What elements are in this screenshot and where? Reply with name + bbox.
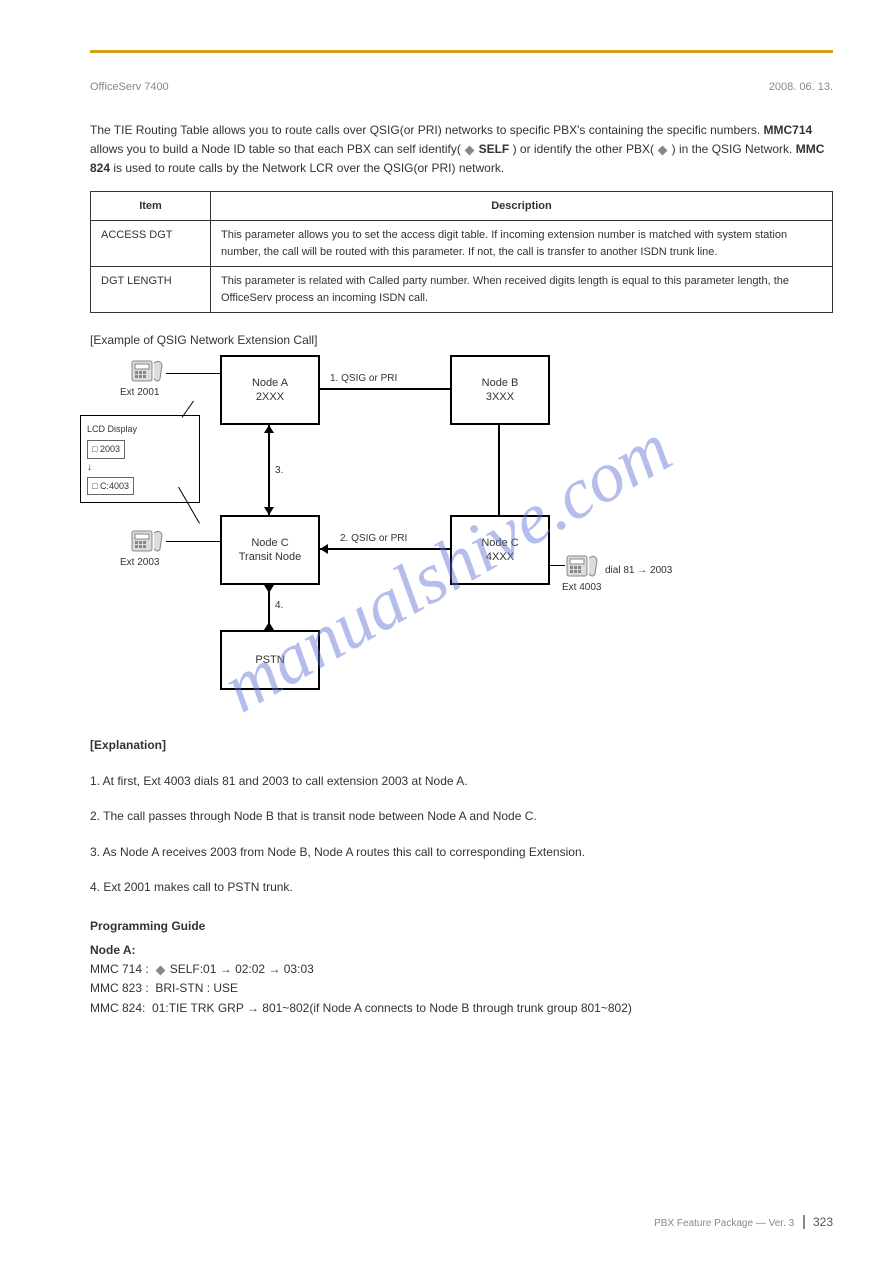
intro-text-1: The TIE Routing Table allows you to rout… xyxy=(90,123,763,137)
th-desc: Description xyxy=(211,191,833,221)
arrowhead-icon xyxy=(264,622,274,630)
ext-4003-label: Ext 4003 xyxy=(562,582,601,593)
node-a-heading: Node A: xyxy=(90,943,136,957)
node-a-box: Node A 2XXX xyxy=(220,355,320,425)
arrow-label-2: 2. QSIG or PRI xyxy=(340,533,407,544)
info-table: Item Description ACCESS DGT This paramet… xyxy=(90,191,833,314)
explanation-heading: [Explanation] xyxy=(90,735,833,757)
programming-guide-heading: Programming Guide xyxy=(90,919,833,933)
td-item: ACCESS DGT xyxy=(91,221,211,267)
explanation-line-2: 2. The call passes through Node B that i… xyxy=(90,806,833,828)
pstn-label: PSTN xyxy=(226,653,314,667)
arrowhead-icon xyxy=(264,507,274,515)
table-row: DGT LENGTH This parameter is related wit… xyxy=(91,267,833,313)
page-number: 323 xyxy=(803,1215,833,1229)
intro-mmc714: MMC714 xyxy=(763,123,812,137)
phone-icon xyxy=(130,525,166,555)
lcd-callout: LCD Display □ 2003 ↓ □ C:4003 xyxy=(80,415,200,503)
th-item: Item xyxy=(91,191,211,221)
diamond-icon xyxy=(156,965,166,975)
guide-key: MMC 714 : xyxy=(90,962,149,976)
guide-key: MMC 824: xyxy=(90,1001,145,1015)
guide-key: MMC 823 : xyxy=(90,981,149,995)
arrow-label-1: 1. QSIG or PRI xyxy=(330,373,397,384)
intro-text-2: allows you to build a Node ID table so t… xyxy=(90,142,461,156)
node-c-transit-box: Node C Transit Node xyxy=(220,515,320,585)
node-sublabel: 3XXX xyxy=(456,390,544,404)
table-row: ACCESS DGT This parameter allows you to … xyxy=(91,221,833,267)
callout-row1: □ 2003 xyxy=(87,440,125,458)
ext-2003-label: Ext 2003 xyxy=(120,557,159,568)
intro-text-3: ) or identify the other PBX( xyxy=(513,142,654,156)
intro-text-5: is used to route calls by the Network LC… xyxy=(113,161,504,175)
page-body: OfficeServ 7400 2008. 06. 13. The TIE Ro… xyxy=(0,0,893,1058)
intro-self: SELF xyxy=(479,142,510,156)
phone-icon xyxy=(130,355,166,385)
node-label: Node C xyxy=(456,536,544,550)
page-footer: PBX Feature Package — Ver. 3 323 xyxy=(654,1215,833,1229)
arrow-label-3: 3. xyxy=(275,465,283,476)
diamond-icon xyxy=(658,145,668,155)
callout-heading: LCD Display xyxy=(87,422,193,436)
explanation-line-3: 3. As Node A receives 2003 from Node B, … xyxy=(90,842,833,864)
diamond-icon xyxy=(465,145,475,155)
line-a-b xyxy=(320,388,450,390)
node-sublabel: 2XXX xyxy=(226,390,314,404)
page-header: OfficeServ 7400 2008. 06. 13. xyxy=(90,81,833,93)
arrowhead-icon xyxy=(264,425,274,433)
header-right: 2008. 06. 13. xyxy=(769,81,833,93)
explanation-line-4: 4. Ext 2001 makes call to PSTN trunk. xyxy=(90,877,833,899)
network-diagram: Ext 2001 Ext 2003 Ext 4003 LCD Display □… xyxy=(120,355,680,715)
guide-val: 01:TIE TRK GRP → 801~802(if Node A conne… xyxy=(152,1001,632,1015)
programming-guide-body: Node A: MMC 714 : SELF:01 → 02:02 → 03:0… xyxy=(90,941,833,1018)
dial-sequence: dial 81 → 2003 xyxy=(605,565,672,576)
line-phone-c xyxy=(550,565,565,566)
line-phone-ctransit xyxy=(166,541,220,542)
node-label: Node A xyxy=(226,376,314,390)
line-phone-a xyxy=(166,373,220,374)
header-left: OfficeServ 7400 xyxy=(90,81,169,93)
line-ctransit-c xyxy=(320,548,450,550)
table-header-row: Item Description xyxy=(91,191,833,221)
intro-text-4: ) in the QSIG Network. xyxy=(672,142,796,156)
example-heading: [Example of QSIG Network Extension Call] xyxy=(90,333,833,347)
footer-text: PBX Feature Package — Ver. 3 xyxy=(654,1218,794,1229)
guide-val: BRI-STN : USE xyxy=(155,981,238,995)
arrow-label-4: 4. xyxy=(275,600,283,611)
node-c-box: Node C 4XXX xyxy=(450,515,550,585)
node-sublabel: Transit Node xyxy=(226,550,314,564)
ext-2001-label: Ext 2001 xyxy=(120,387,159,398)
callout-val2: C:4003 xyxy=(100,481,129,491)
node-label: Node B xyxy=(456,376,544,390)
callout-val1: 2003 xyxy=(100,444,120,454)
arrowhead-icon xyxy=(264,585,274,593)
line-b-c xyxy=(498,425,500,515)
phone-icon xyxy=(565,550,601,580)
node-label: Node C xyxy=(226,536,314,550)
pstn-box: PSTN xyxy=(220,630,320,690)
node-sublabel: 4XXX xyxy=(456,550,544,564)
guide-val: SELF:01 → 02:02 → 03:03 xyxy=(170,962,314,976)
explanation-line-1: 1. At first, Ext 4003 dials 81 and 2003 … xyxy=(90,771,833,793)
top-rule xyxy=(90,50,833,53)
intro-paragraph: The TIE Routing Table allows you to rout… xyxy=(90,121,833,179)
td-desc: This parameter allows you to set the acc… xyxy=(211,221,833,267)
td-desc: This parameter is related with Called pa… xyxy=(211,267,833,313)
arrowhead-icon xyxy=(320,544,328,554)
line-a-ctransit xyxy=(268,425,270,515)
node-b-box: Node B 3XXX xyxy=(450,355,550,425)
callout-row2: □ C:4003 xyxy=(87,477,134,495)
td-item: DGT LENGTH xyxy=(91,267,211,313)
